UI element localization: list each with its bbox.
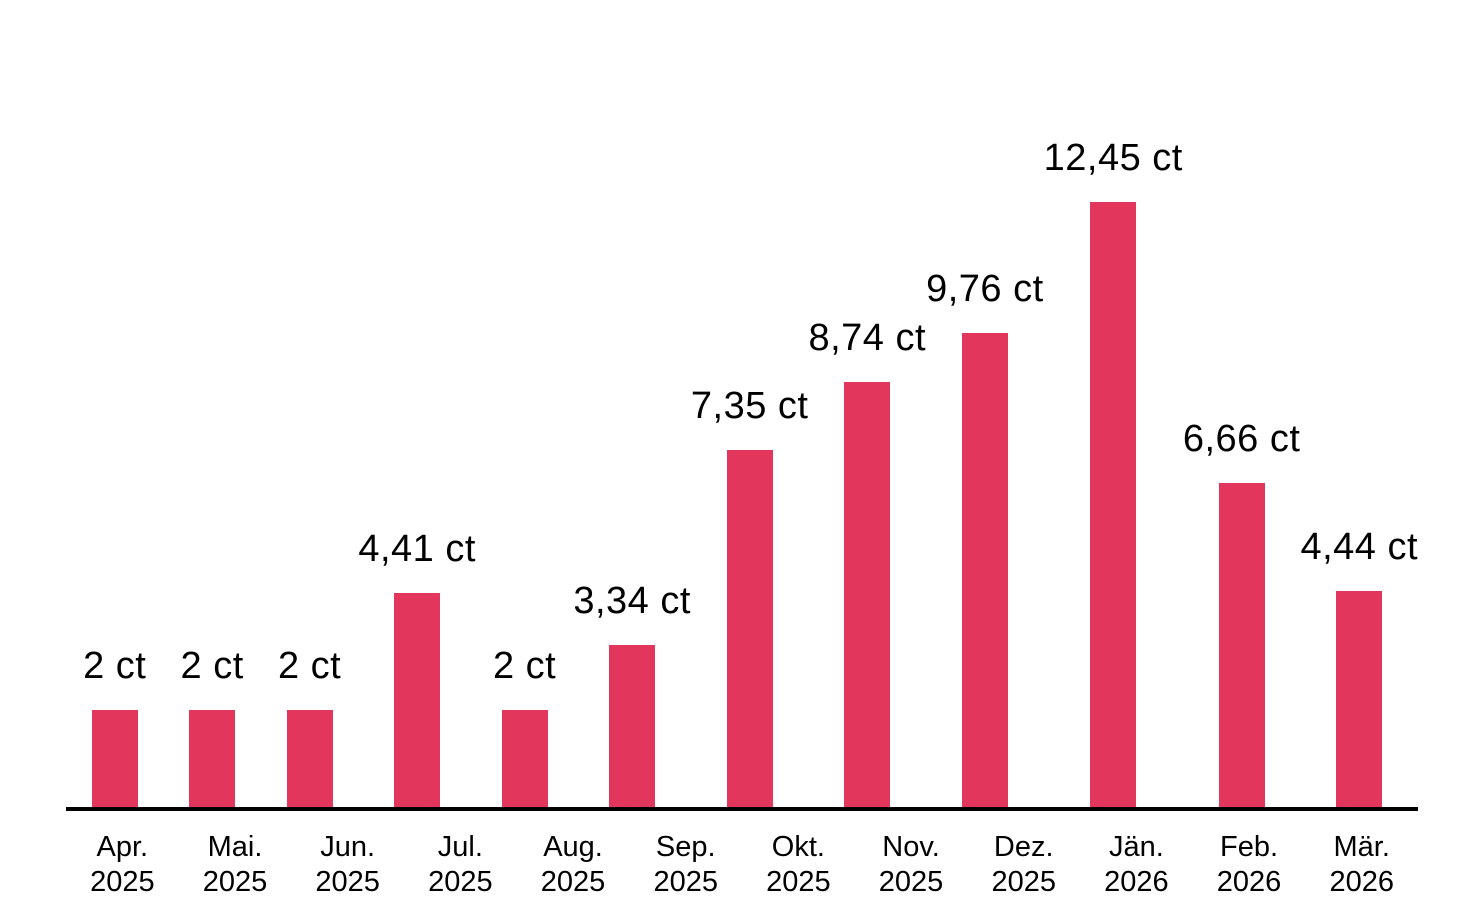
bar xyxy=(91,710,138,807)
x-axis-labels: Apr. 2025 Mai. 2025 Jun. 2025 Jul. 2025 Aug. 2025… xyxy=(66,830,1418,900)
bar-value-label: 2 ct xyxy=(83,645,147,687)
x-axis-label-year: 2026 xyxy=(1329,866,1394,898)
bar xyxy=(394,593,441,807)
bar xyxy=(1218,483,1265,807)
x-axis-label: Jän. 2026 xyxy=(1080,830,1193,900)
x-axis-label-year: 2025 xyxy=(540,866,606,898)
bar-column: 4,44 ct xyxy=(1300,525,1418,807)
bar-value-label: 6,66 ct xyxy=(1182,418,1301,460)
x-axis-label-month: Aug. xyxy=(543,831,603,863)
x-axis-label: Mai. 2025 xyxy=(179,830,292,900)
bar-column: 2 ct xyxy=(261,644,358,807)
bar-value-label: 7,35 ct xyxy=(690,385,809,427)
x-axis-label: Mär. 2026 xyxy=(1305,830,1418,900)
x-axis-line xyxy=(66,807,1418,811)
bar-value-label: 12,45 ct xyxy=(1043,137,1183,179)
bar-value-label: 9,76 ct xyxy=(926,268,1044,310)
x-axis-label-month: Jul. xyxy=(437,831,483,863)
chart-area: 2 ct 2 ct 2 ct 4,41 ct 2 ct 3,34 ct 7,35 ct 8,7… xyxy=(66,0,1418,900)
x-axis-label-year: 2025 xyxy=(878,866,944,898)
bar-column: 2 ct xyxy=(66,644,163,807)
x-axis-label: Dez. 2025 xyxy=(967,830,1080,900)
bar xyxy=(1090,202,1137,807)
bar-column: 6,66 ct xyxy=(1183,417,1301,807)
x-axis-label: Aug. 2025 xyxy=(517,830,630,900)
x-axis-label-month: Mai. xyxy=(207,831,263,863)
x-axis-label-year: 2025 xyxy=(991,866,1056,898)
bar-column: 8,74 ct xyxy=(808,316,926,807)
bar-column: 2 ct xyxy=(163,644,260,807)
bar xyxy=(189,710,236,807)
bar xyxy=(961,333,1008,807)
bar-value-label: 8,74 ct xyxy=(808,317,927,359)
x-axis-label-year: 2025 xyxy=(653,866,718,898)
x-axis-label-month: Jän. xyxy=(1108,831,1164,863)
x-axis-label-month: Nov. xyxy=(882,831,940,863)
plot-area: 2 ct 2 ct 2 ct 4,41 ct 2 ct 3,34 ct 7,35 ct 8,7… xyxy=(66,0,1418,807)
bar-column: 7,35 ct xyxy=(691,384,809,807)
bar-value-label: 2 ct xyxy=(180,645,244,687)
x-axis-label-year: 2025 xyxy=(428,866,493,898)
x-axis-label-year: 2026 xyxy=(1104,866,1169,898)
x-axis-label-year: 2025 xyxy=(766,866,831,898)
bar-column: 2 ct xyxy=(476,644,573,807)
x-axis-label-month: Apr. xyxy=(96,831,149,863)
x-axis-label-month: Dez. xyxy=(993,831,1054,863)
bar-value-label: 4,41 ct xyxy=(358,528,476,570)
x-axis-label-month: Mär. xyxy=(1333,831,1390,863)
x-axis-label-month: Feb. xyxy=(1220,831,1279,863)
bar-column: 4,41 ct xyxy=(358,527,476,807)
bar xyxy=(726,450,773,807)
bar xyxy=(1336,591,1383,807)
bar-column: 12,45 ct xyxy=(1044,136,1183,807)
x-axis-label: Feb. 2026 xyxy=(1193,830,1306,900)
x-axis-label: Nov. 2025 xyxy=(855,830,968,900)
bar-value-label: 3,34 ct xyxy=(573,580,691,622)
x-axis-label-year: 2026 xyxy=(1216,866,1282,898)
x-axis-label-month: Okt. xyxy=(771,831,825,863)
bar xyxy=(844,382,891,807)
x-axis-label: Okt. 2025 xyxy=(742,830,855,900)
x-axis-label: Jun. 2025 xyxy=(291,830,404,900)
x-axis-label-month: Sep. xyxy=(655,831,716,863)
bar-value-label: 4,44 ct xyxy=(1300,526,1419,568)
x-axis-label: Sep. 2025 xyxy=(629,830,742,900)
x-axis-label-year: 2025 xyxy=(202,866,268,898)
bar-value-label: 2 ct xyxy=(277,645,342,687)
bar-column: 3,34 ct xyxy=(573,579,691,807)
x-axis-label-month: Jun. xyxy=(320,831,376,863)
x-axis-label-year: 2025 xyxy=(315,866,380,898)
x-axis-label-year: 2025 xyxy=(90,866,155,898)
bar xyxy=(609,645,656,807)
bar xyxy=(286,710,333,807)
x-axis-label: Jul. 2025 xyxy=(404,830,517,900)
bar-column: 9,76 ct xyxy=(926,267,1044,807)
bar xyxy=(501,710,548,807)
bar-value-label: 2 ct xyxy=(492,645,557,687)
x-axis-label: Apr. 2025 xyxy=(66,830,179,900)
